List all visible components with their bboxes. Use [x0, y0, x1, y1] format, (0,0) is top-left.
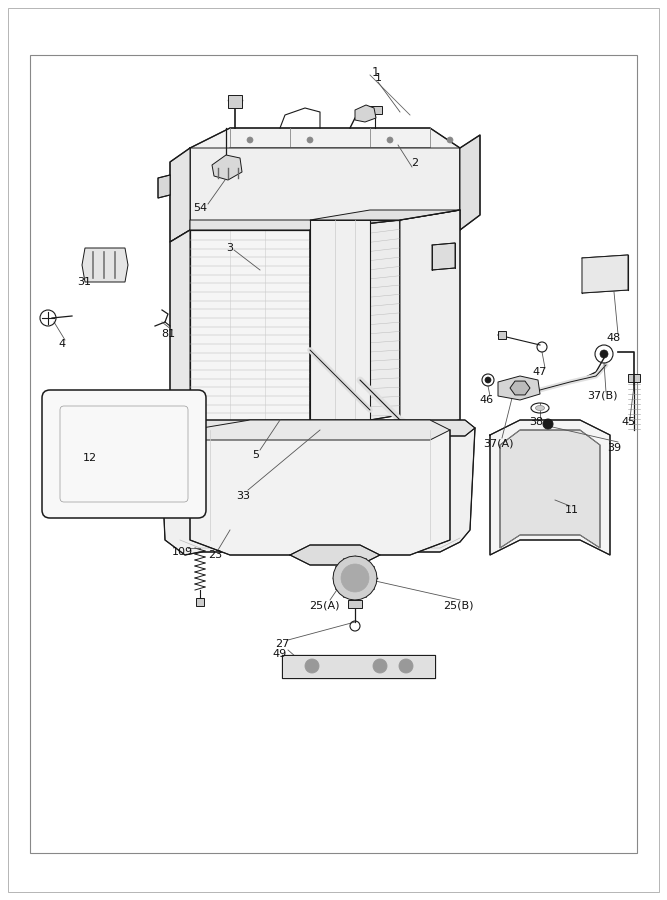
Text: 38: 38 [529, 417, 543, 427]
Polygon shape [460, 135, 480, 230]
Text: 23: 23 [208, 550, 222, 560]
Polygon shape [582, 255, 628, 293]
Polygon shape [310, 210, 460, 220]
Circle shape [307, 137, 313, 143]
Circle shape [387, 137, 393, 143]
Polygon shape [432, 243, 455, 270]
Polygon shape [310, 220, 370, 430]
Text: 11: 11 [565, 505, 579, 515]
Circle shape [341, 564, 369, 592]
Text: 47: 47 [533, 367, 547, 377]
Circle shape [373, 659, 387, 673]
FancyBboxPatch shape [42, 390, 206, 518]
Polygon shape [196, 598, 204, 606]
Text: 31: 31 [77, 277, 91, 287]
Text: 25(A): 25(A) [309, 600, 340, 610]
Polygon shape [282, 655, 435, 678]
Text: 109: 109 [171, 547, 193, 557]
Polygon shape [160, 420, 475, 436]
Text: 3: 3 [227, 243, 233, 253]
Text: 54: 54 [193, 203, 207, 213]
Text: 46: 46 [479, 395, 493, 405]
Text: 37(A): 37(A) [483, 439, 513, 449]
Polygon shape [290, 545, 380, 565]
Text: 1: 1 [374, 73, 382, 83]
Polygon shape [190, 420, 450, 440]
Polygon shape [82, 248, 128, 282]
Polygon shape [333, 556, 377, 600]
Polygon shape [498, 331, 506, 339]
Polygon shape [190, 148, 460, 250]
Text: 37(B): 37(B) [587, 391, 617, 401]
Circle shape [247, 137, 253, 143]
Circle shape [600, 350, 608, 358]
Polygon shape [190, 128, 460, 165]
Polygon shape [160, 428, 475, 555]
Text: 49: 49 [273, 649, 287, 659]
Ellipse shape [536, 406, 544, 410]
Polygon shape [310, 220, 400, 430]
Polygon shape [228, 95, 242, 108]
Text: 27: 27 [275, 639, 289, 649]
Polygon shape [170, 230, 190, 440]
Polygon shape [400, 210, 460, 430]
Polygon shape [212, 155, 242, 180]
Polygon shape [355, 105, 376, 122]
Text: 81: 81 [161, 329, 175, 339]
Bar [30, 55, 637, 853]
Text: 48: 48 [607, 333, 621, 343]
Text: 1: 1 [372, 66, 379, 78]
Polygon shape [158, 175, 170, 198]
Polygon shape [490, 420, 610, 555]
Circle shape [485, 377, 491, 383]
Polygon shape [190, 230, 310, 430]
Text: 2: 2 [412, 158, 419, 168]
Polygon shape [170, 148, 190, 242]
Polygon shape [348, 600, 362, 608]
Circle shape [399, 659, 413, 673]
Text: 4: 4 [59, 339, 65, 349]
Polygon shape [190, 430, 450, 555]
Circle shape [543, 419, 553, 429]
Polygon shape [628, 374, 640, 382]
Polygon shape [500, 430, 600, 548]
Text: 25(B): 25(B) [443, 601, 474, 611]
Polygon shape [190, 220, 400, 230]
Polygon shape [510, 381, 530, 395]
Text: 45: 45 [621, 417, 635, 427]
Text: 33: 33 [236, 491, 250, 501]
Circle shape [305, 659, 319, 673]
Text: 5: 5 [253, 450, 259, 460]
Polygon shape [498, 376, 540, 400]
Circle shape [447, 137, 453, 143]
Text: 12: 12 [83, 453, 97, 463]
Polygon shape [368, 106, 382, 114]
Text: 39: 39 [607, 443, 621, 453]
